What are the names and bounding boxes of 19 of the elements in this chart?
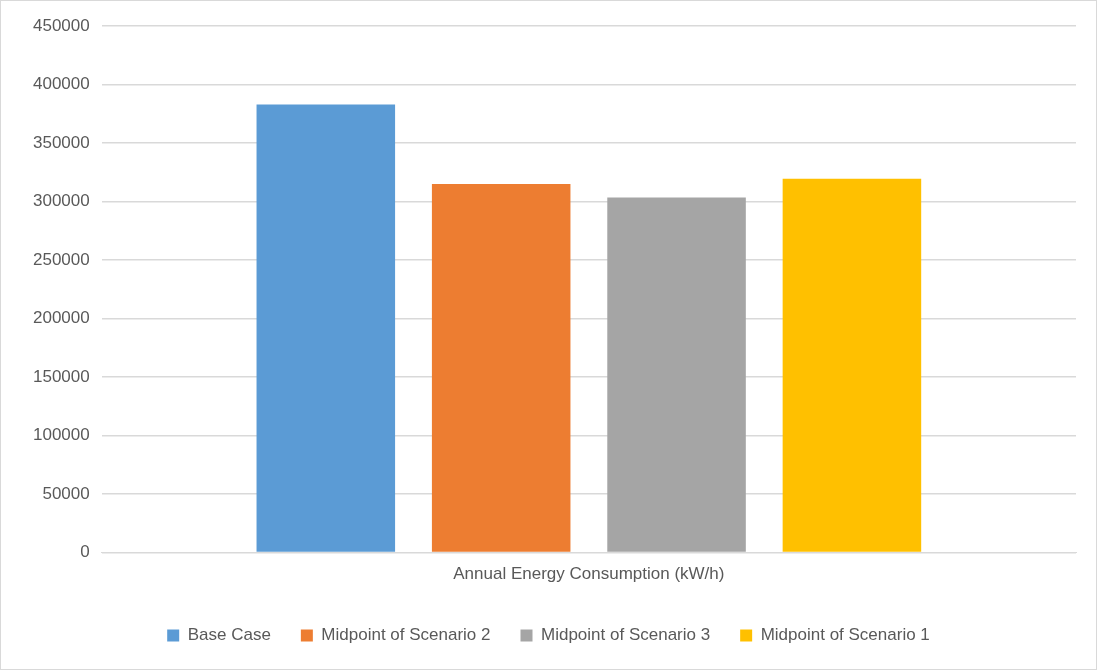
legend-label: Midpoint of Scenario 1 [760, 625, 930, 645]
bar [607, 197, 746, 552]
y-tick-label: 100000 [32, 425, 90, 445]
y-tick-label: 250000 [32, 249, 90, 269]
legend-label: Base Case [187, 625, 271, 645]
y-tick-label: 400000 [32, 74, 90, 94]
bar [431, 183, 571, 552]
y-tick-label: 150000 [32, 366, 90, 386]
y-tick-label: 200000 [32, 308, 90, 328]
legend-label: Midpoint of Scenario 3 [541, 625, 711, 645]
y-tick-label: 300000 [32, 191, 90, 211]
y-tick-label: 50000 [42, 483, 90, 503]
y-tick-label: 0 [80, 542, 90, 562]
legend-label: Midpoint of Scenario 2 [321, 625, 491, 645]
x-tick-label: Annual Energy Consumption (kW/h) [453, 564, 725, 584]
bar [782, 178, 922, 552]
bar [256, 104, 396, 552]
y-tick-label: 450000 [32, 15, 90, 35]
y-tick-label: 350000 [32, 132, 90, 152]
